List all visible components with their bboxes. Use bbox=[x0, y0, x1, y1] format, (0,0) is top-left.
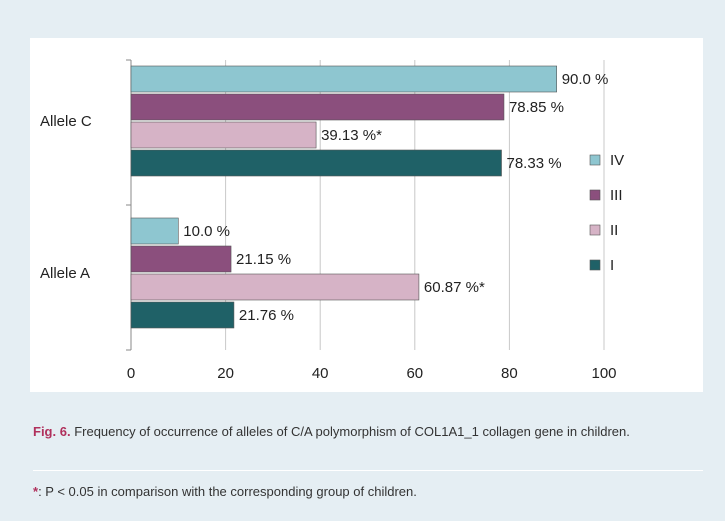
bar bbox=[130, 93, 505, 121]
caption-label: Fig. 6. bbox=[33, 424, 71, 439]
bar bbox=[130, 121, 317, 149]
legend-label: I bbox=[610, 257, 614, 274]
data-label: 21.15 % bbox=[236, 251, 291, 268]
legend-swatch bbox=[589, 259, 601, 271]
caption: Fig. 6. Frequency of occurrence of allel… bbox=[33, 422, 703, 442]
data-label: 39.13 %* bbox=[321, 127, 382, 144]
legend-label: IV bbox=[610, 152, 624, 169]
data-label: 78.33 % bbox=[507, 155, 562, 172]
bar bbox=[130, 149, 502, 177]
x-tick-label: 20 bbox=[217, 365, 234, 382]
x-tick-label: 0 bbox=[127, 365, 135, 382]
legend-swatch bbox=[589, 224, 601, 236]
separator bbox=[33, 470, 703, 471]
caption-text: Frequency of occurrence of alleles of C/… bbox=[74, 424, 630, 439]
footnote-symbol: * bbox=[33, 484, 39, 499]
legend-swatch bbox=[589, 154, 601, 166]
y-tick-label: Allele C bbox=[40, 113, 92, 130]
chart: 0 20 40 60 80 100 Allele C 90.0 % 78.85 % 39.13 %… bbox=[30, 38, 703, 392]
data-label: 60.87 %* bbox=[424, 279, 485, 296]
bar bbox=[130, 273, 420, 301]
bar bbox=[130, 301, 235, 329]
legend-label: III bbox=[610, 187, 623, 204]
legend-label: II bbox=[610, 222, 618, 239]
bar bbox=[130, 245, 232, 273]
footnote: *: P < 0.05 in comparison with the corre… bbox=[33, 482, 703, 502]
y-tick-label: Allele A bbox=[40, 265, 90, 282]
x-tick-label: 60 bbox=[406, 365, 423, 382]
x-tick-label: 100 bbox=[591, 365, 616, 382]
footnote-text: : P < 0.05 in comparison with the corres… bbox=[38, 484, 417, 499]
data-label: 78.85 % bbox=[509, 99, 564, 116]
bar bbox=[130, 65, 558, 93]
data-label: 10.0 % bbox=[183, 223, 230, 240]
x-tick-label: 80 bbox=[501, 365, 518, 382]
data-label: 90.0 % bbox=[562, 71, 609, 88]
bar bbox=[130, 217, 179, 245]
x-tick-label: 40 bbox=[312, 365, 329, 382]
legend-swatch bbox=[589, 189, 601, 201]
data-label: 21.76 % bbox=[239, 307, 294, 324]
